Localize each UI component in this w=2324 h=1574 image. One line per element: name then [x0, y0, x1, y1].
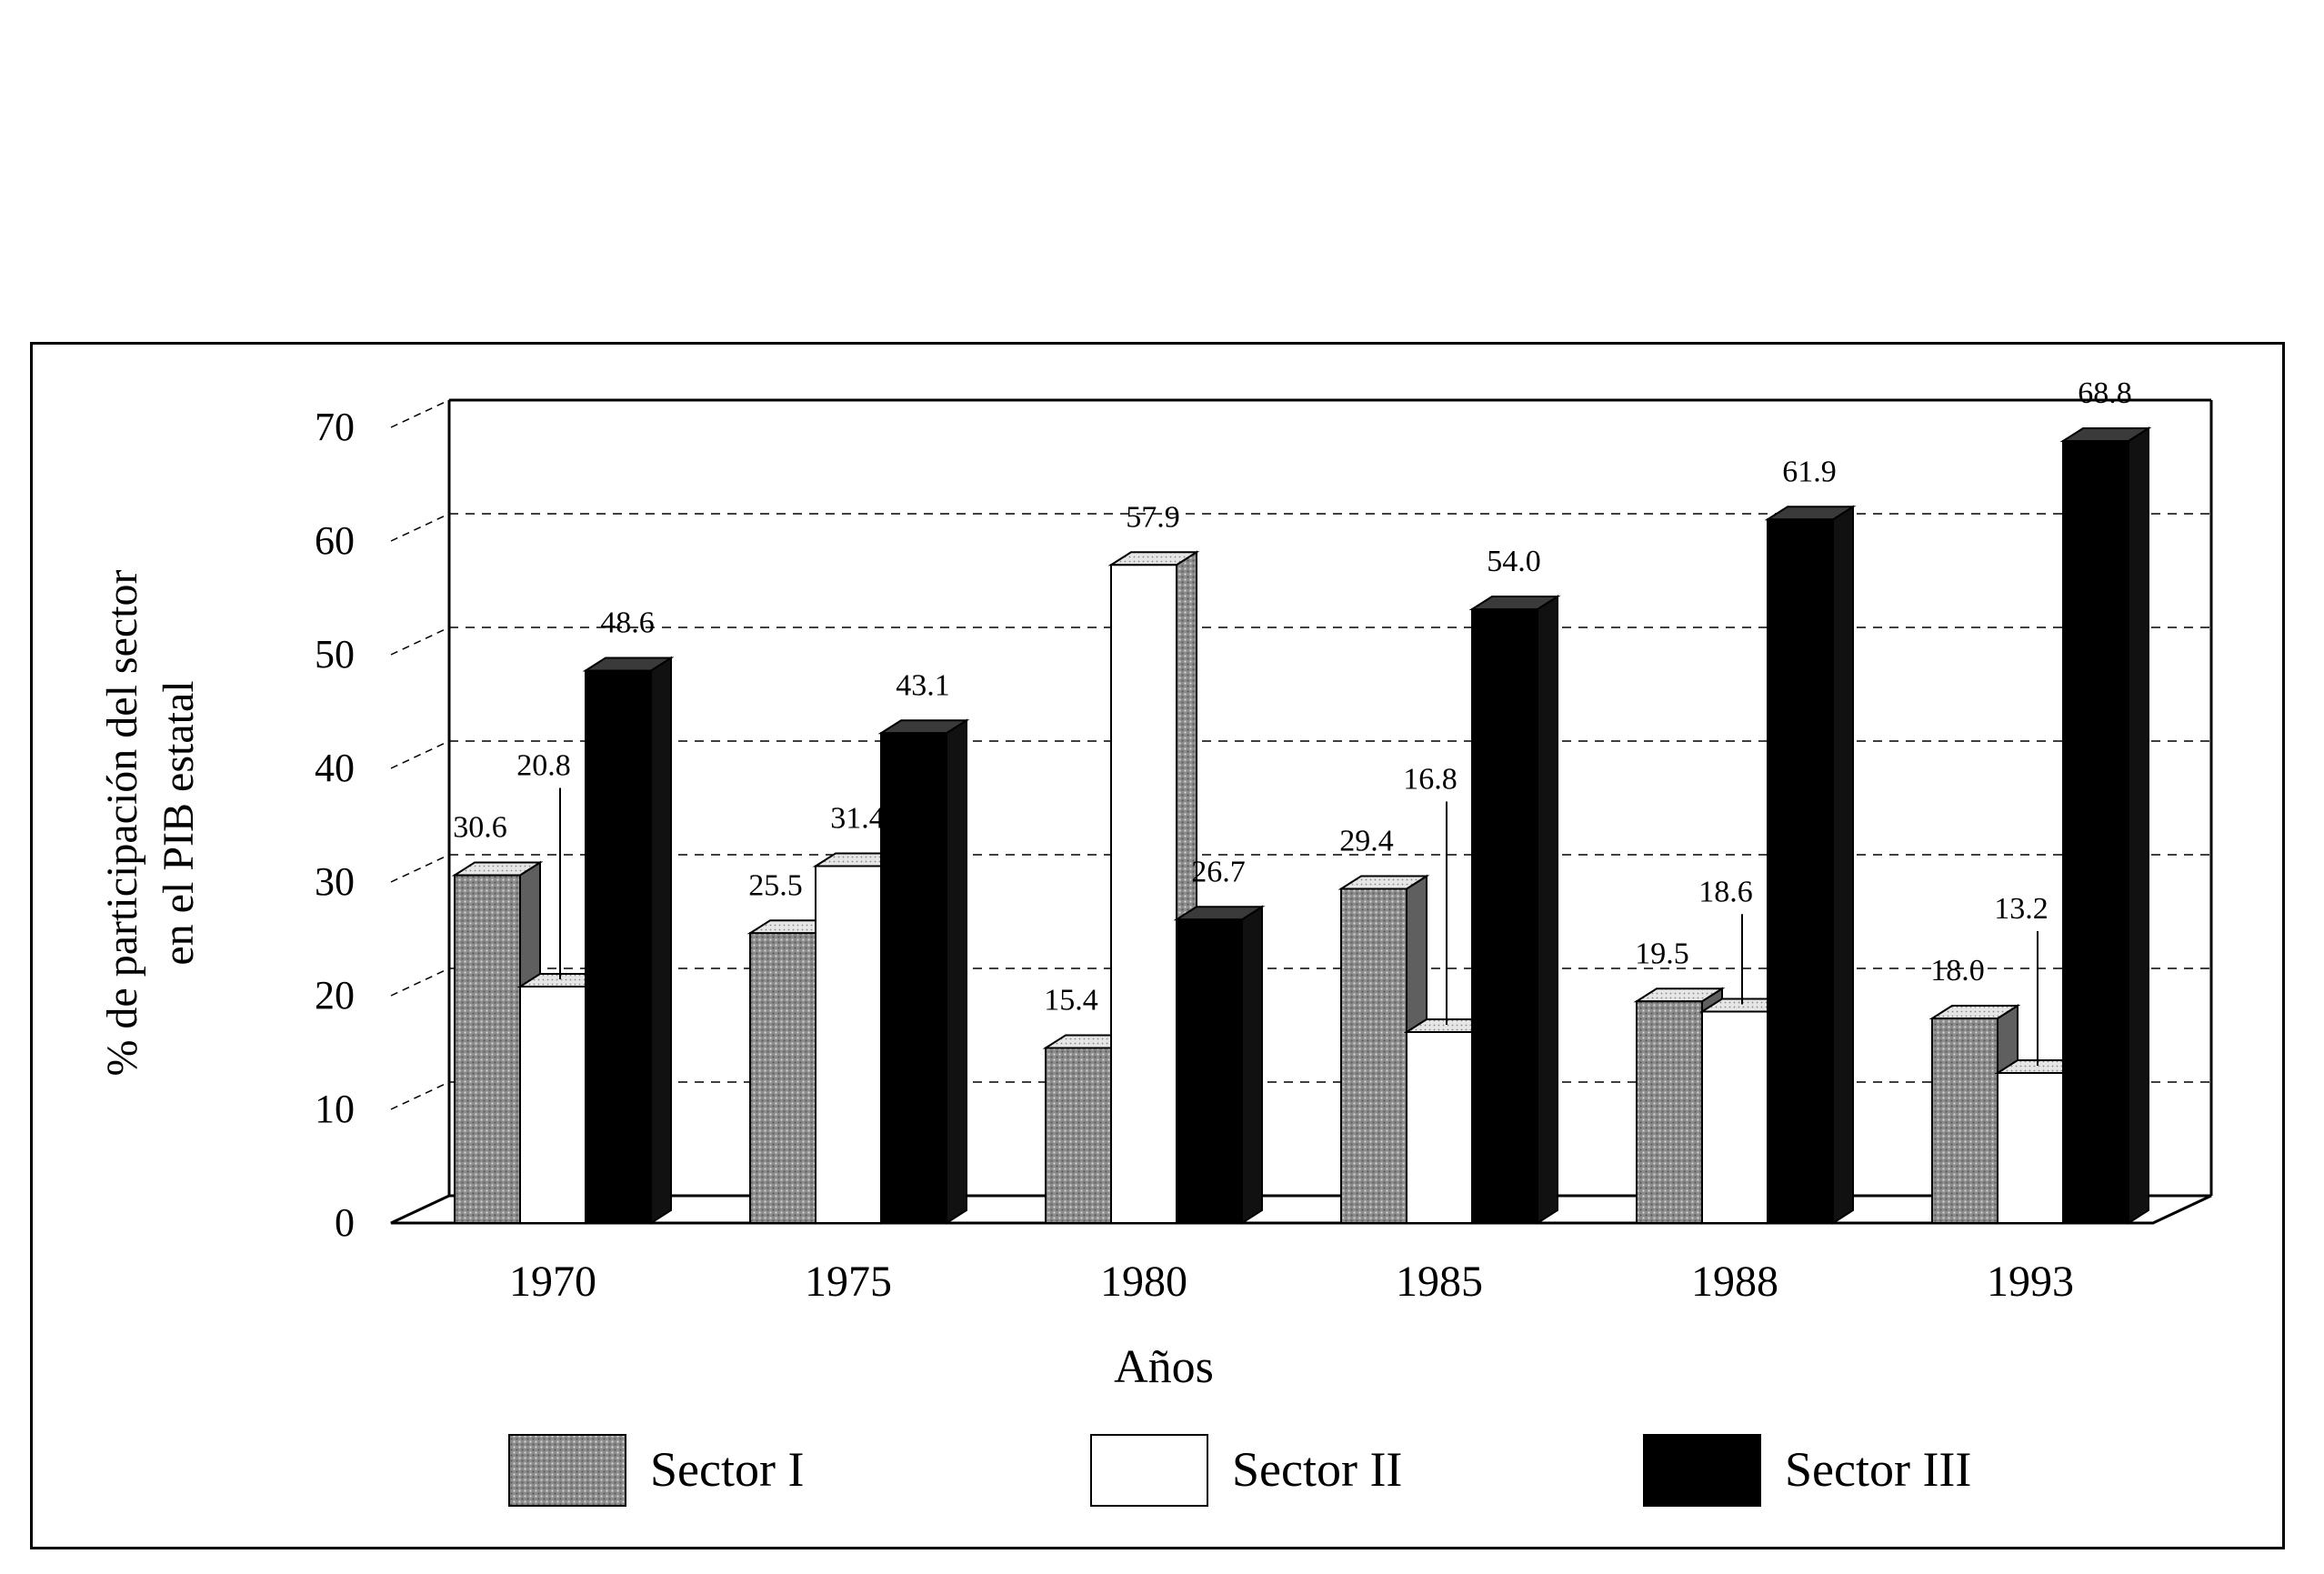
wall-gridline [390, 854, 450, 883]
x-tick-label: 1970 [509, 1258, 596, 1306]
bar [1406, 1031, 1473, 1224]
wall-gridline [390, 513, 450, 542]
x-axis-title: Años [1114, 1341, 1214, 1393]
wall-gridline [390, 399, 450, 428]
data-label: 31.4 [830, 802, 885, 836]
wall-gridline [390, 1195, 450, 1224]
axis-titles: Años % de participación del sector en el P… [98, 569, 1214, 1393]
data-label: 61.9 [1782, 455, 1837, 488]
bar [1471, 608, 1538, 1224]
wall-gridline [390, 627, 450, 656]
y-tick-label: 20 [315, 973, 355, 1018]
y-tick-label: 40 [315, 746, 355, 790]
wall-gridline [390, 1081, 450, 1110]
data-label: 48.6 [600, 607, 655, 640]
bar [1636, 1000, 1703, 1224]
bars-group [451, 426, 2152, 1225]
bar [815, 865, 882, 1224]
legend-label: Sector I [650, 1442, 804, 1497]
data-label: 16.8 [1403, 763, 1458, 797]
bar [749, 932, 816, 1224]
bar [2062, 440, 2129, 1224]
x-tick-label: 1988 [1691, 1258, 1778, 1306]
y-tick-label: 0 [335, 1200, 355, 1245]
wall-gridline [390, 967, 450, 997]
data-label: 26.7 [1191, 855, 1246, 888]
data-label: 30.6 [453, 811, 507, 845]
bar [1701, 1010, 1768, 1224]
data-label: 18.0 [1930, 954, 1985, 988]
bar-side [1832, 505, 1854, 1225]
data-labels-group: 30.6 20.8 48.6 25.5 31.4 43.1 15.4 57.9 26.7 29.4… [453, 376, 2132, 1066]
data-label: 57.9 [1126, 500, 1180, 534]
bar-side [1537, 595, 1558, 1225]
y-tick-labels: 0 10 20 30 40 50 60 70 [315, 405, 355, 1245]
bar [454, 874, 521, 1224]
y-tick-label: 10 [315, 1087, 355, 1131]
y-tick-label: 70 [315, 405, 355, 449]
data-label: 13.2 [1994, 892, 2049, 926]
bar [1767, 518, 1834, 1224]
bar [1176, 918, 1243, 1224]
legend-swatch [1090, 1434, 1208, 1507]
data-label: 19.5 [1635, 937, 1689, 970]
bar-side [946, 718, 967, 1225]
x-tick-labels: 1970 1975 1980 1985 1988 1993 [509, 1258, 2074, 1306]
bar [1045, 1047, 1112, 1224]
bar [1931, 1018, 1998, 1224]
y-tick-label: 50 [315, 632, 355, 677]
data-label: 43.1 [896, 668, 950, 702]
data-label: 54.0 [1487, 545, 1541, 578]
bar [1997, 1072, 2064, 1224]
bar [519, 986, 586, 1224]
legend: Sector I Sector II Sector III [508, 1434, 1971, 1507]
chart-frame [30, 342, 2285, 1549]
y-tick-label: 60 [315, 518, 355, 563]
legend-swatch [1643, 1434, 1761, 1507]
data-label: 15.4 [1044, 984, 1098, 1018]
bar [585, 669, 652, 1224]
y-axis-title-line: en el PIB estatal [155, 680, 203, 965]
bar-side [2128, 426, 2149, 1225]
x-tick-label: 1980 [1100, 1258, 1187, 1306]
bar-side [650, 656, 672, 1225]
x-tick-label: 1985 [1396, 1258, 1483, 1306]
x-tick-label: 1975 [805, 1258, 892, 1306]
x-tick-label: 1993 [1987, 1258, 2074, 1306]
wall-gridline [390, 740, 450, 769]
data-label: 18.6 [1698, 875, 1753, 908]
bar [1110, 564, 1177, 1224]
bar [1340, 887, 1407, 1224]
legend-label: Sector III [1785, 1442, 1971, 1497]
legend-swatch [508, 1434, 626, 1507]
bar-side [1241, 905, 1263, 1225]
y-tick-label: 30 [315, 859, 355, 904]
y-axis-title-line: % de participación del sector [98, 569, 146, 1076]
data-label: 25.5 [748, 868, 803, 902]
data-label: 20.8 [516, 749, 571, 783]
data-label: 68.8 [2078, 376, 2132, 410]
legend-label: Sector II [1232, 1442, 1402, 1497]
bar [880, 732, 947, 1224]
data-label: 29.4 [1339, 825, 1394, 858]
